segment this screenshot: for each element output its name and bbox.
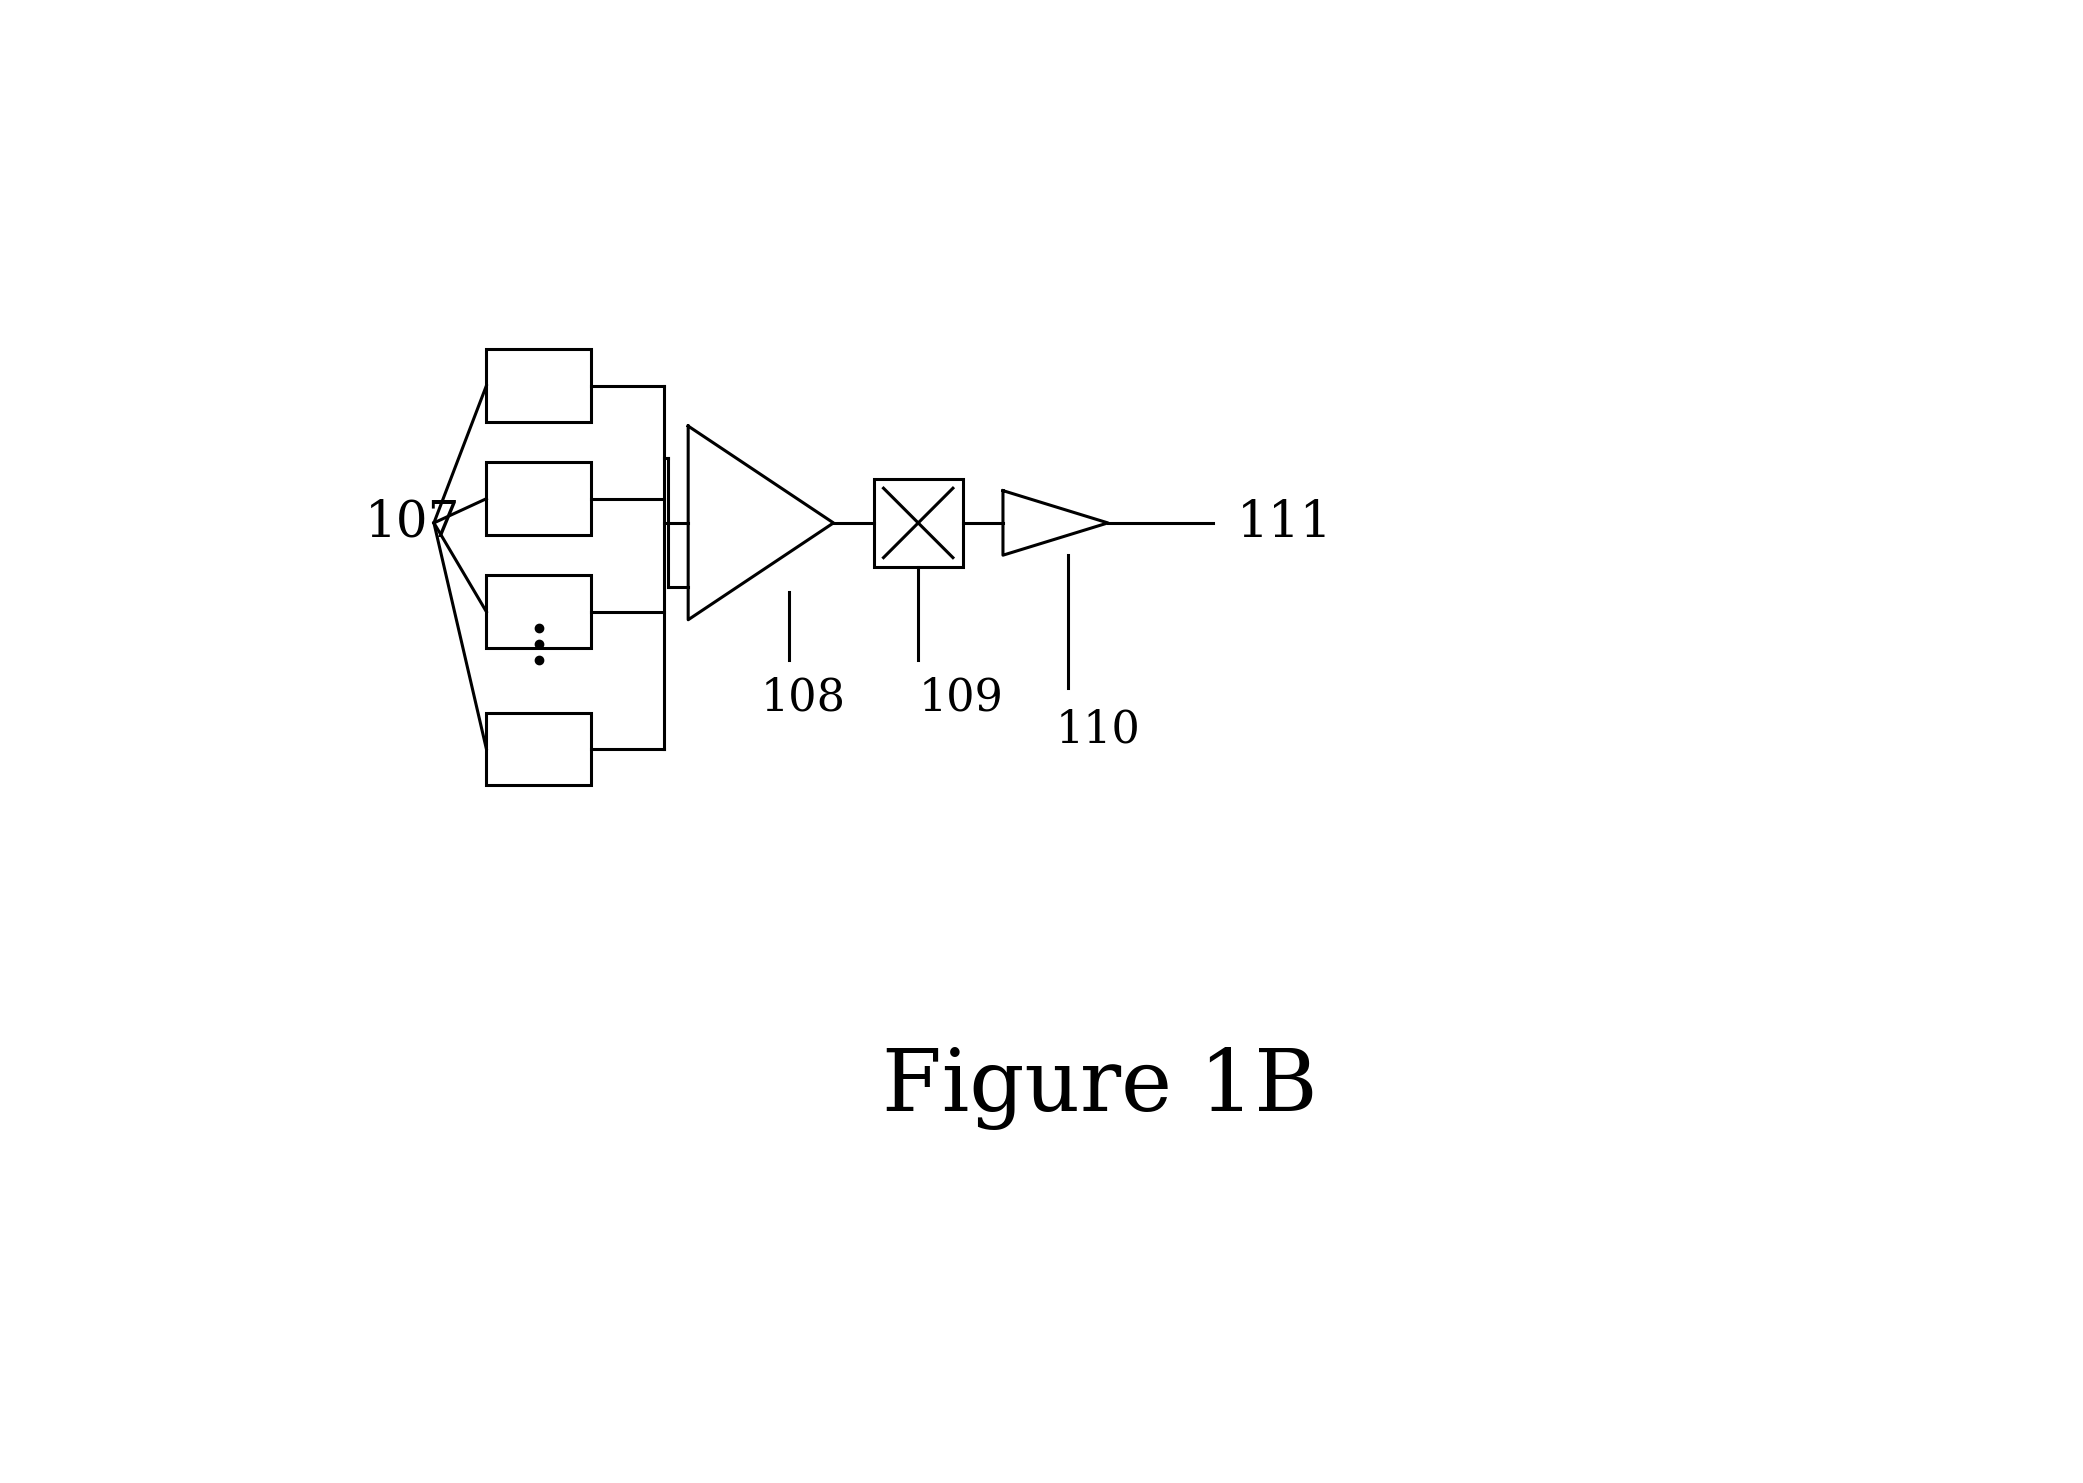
- Bar: [485, 463, 592, 535]
- Text: 108: 108: [760, 676, 846, 719]
- Bar: [485, 713, 592, 785]
- Text: 107: 107: [365, 498, 460, 547]
- Text: Figure 1B: Figure 1B: [881, 1047, 1319, 1130]
- Text: 111: 111: [1237, 498, 1333, 547]
- Text: 110: 110: [1056, 709, 1139, 752]
- Bar: [875, 479, 962, 568]
- Bar: [485, 350, 592, 423]
- Text: 109: 109: [919, 676, 1004, 719]
- Bar: [485, 575, 592, 648]
